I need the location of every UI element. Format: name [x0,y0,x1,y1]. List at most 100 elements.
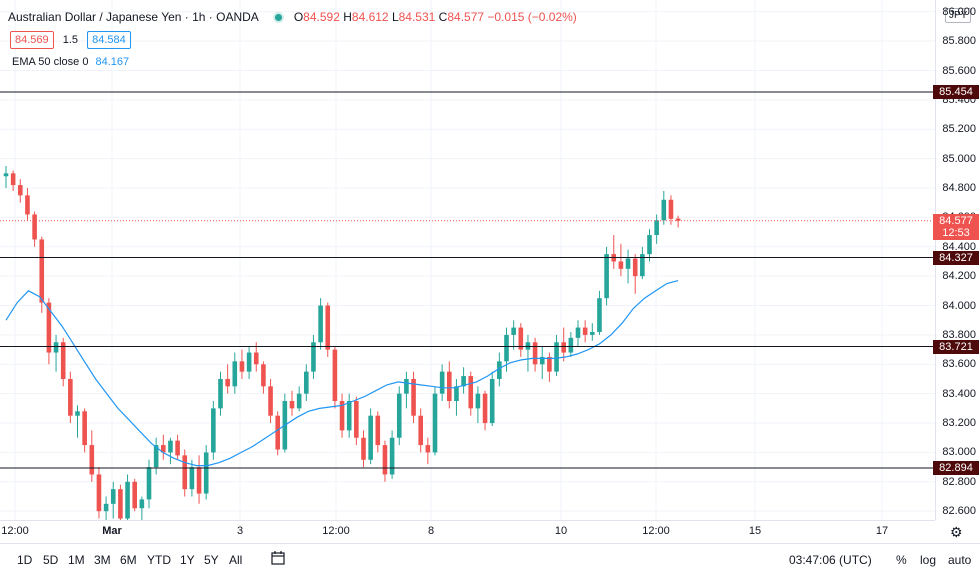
candle-body [203,452,209,494]
candle-body [275,415,280,450]
date-range-icon[interactable] [270,550,286,569]
candle-body [39,239,45,303]
candle-body [246,352,252,372]
candle-body [454,386,459,402]
price-axis[interactable]: JPY 86.000 85.800 85.600 85.400 85.200 85.000… [933,0,980,520]
candle-body [253,352,259,365]
candle-body [654,220,659,236]
level-price-tag[interactable]: 83.721 [933,339,979,354]
bid-button[interactable]: 84.569 [10,31,54,49]
candle-body [468,376,474,409]
candle-body [296,393,302,409]
close-value: 84.577 [447,10,485,24]
price-tick-label: 83.200 [942,417,976,430]
candle-body [661,199,667,221]
candle-body [60,342,66,379]
candle-body [168,440,173,453]
candle-body [447,371,452,402]
candle-body [675,218,681,221]
price-tick-label: 85.800 [942,35,976,48]
candle-body [10,173,16,186]
change-value: −0.015 (−0.02%) [487,10,577,24]
percent-toggle[interactable]: % [896,553,907,567]
range-1y-button[interactable]: 1Y [180,553,195,567]
last-price-value: 84.577 [939,214,973,227]
candle-body [325,305,331,350]
price-tick-label: 82.800 [942,475,976,488]
candle-body [125,481,130,519]
candle-body [89,445,95,475]
candle-body [404,378,409,394]
level-price-tag[interactable]: 82.894 [933,461,979,475]
currency-badge[interactable]: JPY [945,8,972,23]
price-tick-label: 85.000 [942,152,976,165]
candle-body [525,342,531,350]
candle-body [554,342,559,372]
range-1m-button[interactable]: 1M [68,553,85,567]
log-toggle[interactable]: log [920,553,937,567]
candle-body [432,393,438,453]
low-value: 84.531 [398,10,436,24]
level-price-tag[interactable]: 85.454 [933,84,979,99]
utc-clock[interactable]: 03:47:06 (UTC) [789,553,872,567]
market-status-icon [275,13,283,21]
spread-value: 1.5 [62,34,79,46]
range-ytd-button[interactable]: YTD [147,553,171,567]
candle-body [439,371,445,394]
open-value: 84.592 [303,10,340,24]
price-tick-label: 83.000 [942,446,976,459]
level-price-tag[interactable]: 84.327 [933,250,979,265]
candle-body [575,327,581,338]
candle-body [289,401,295,409]
ema-label: EMA 50 close 0 [12,56,89,68]
candle-body [647,235,652,255]
candle-body [411,378,416,416]
candle-body [489,378,495,424]
time-tick-label: Mar [102,525,122,537]
candle-body [561,342,566,353]
candle-body [311,342,316,372]
range-5d-button[interactable]: 5D [43,553,59,567]
range-all-button[interactable]: All [229,553,243,567]
candle-body [511,327,516,335]
candle-body [346,401,352,431]
settings-gear-icon[interactable]: ⚙ [950,524,963,540]
candle-body [368,415,373,460]
bid-ask-panel: 84.569 1.5 84.584 [10,31,131,49]
symbol-title[interactable]: Australian Dollar / Japanese Yen · 1h · … [8,10,259,24]
candle-body [218,378,223,409]
candle-body [518,327,524,350]
candle-body [161,445,166,453]
candle-body [425,445,431,453]
candle-body [118,489,123,519]
candle-body [332,349,338,402]
candle-body [568,337,574,353]
range-6m-button[interactable]: 6M [120,553,137,567]
candle-body [582,327,588,335]
candle-body [668,199,674,219]
ema-legend[interactable]: EMA 50 close 0 84.167 [12,56,129,68]
price-chart[interactable] [0,0,935,520]
price-tick-label: 82.600 [942,505,976,518]
time-tick-label: 17 [875,525,889,537]
ema-line [5,280,679,467]
time-tick-label: 8 [427,525,435,537]
time-tick-label: 10 [554,525,568,537]
time-tick-label: 3 [236,525,244,537]
ask-button[interactable]: 84.584 [87,31,131,49]
range-5y-button[interactable]: 5Y [204,553,219,567]
range-3m-button[interactable]: 3M [94,553,111,567]
candle-body [318,305,323,343]
candle-body [547,356,552,372]
time-axis[interactable]: 12:00 Mar 3 12:00 8 10 12:00 15 17 [0,520,935,543]
candle-body [361,437,366,460]
auto-toggle[interactable]: auto [948,553,972,567]
candle-body [532,342,538,365]
candle-body [182,455,188,490]
range-1d-button[interactable]: 1D [17,553,33,567]
candle-body [189,467,195,490]
candle-body [53,342,59,353]
candle-body [196,467,202,494]
candle-body [239,361,245,372]
chart-area[interactable]: Australian Dollar / Japanese Yen · 1h · … [0,0,935,520]
